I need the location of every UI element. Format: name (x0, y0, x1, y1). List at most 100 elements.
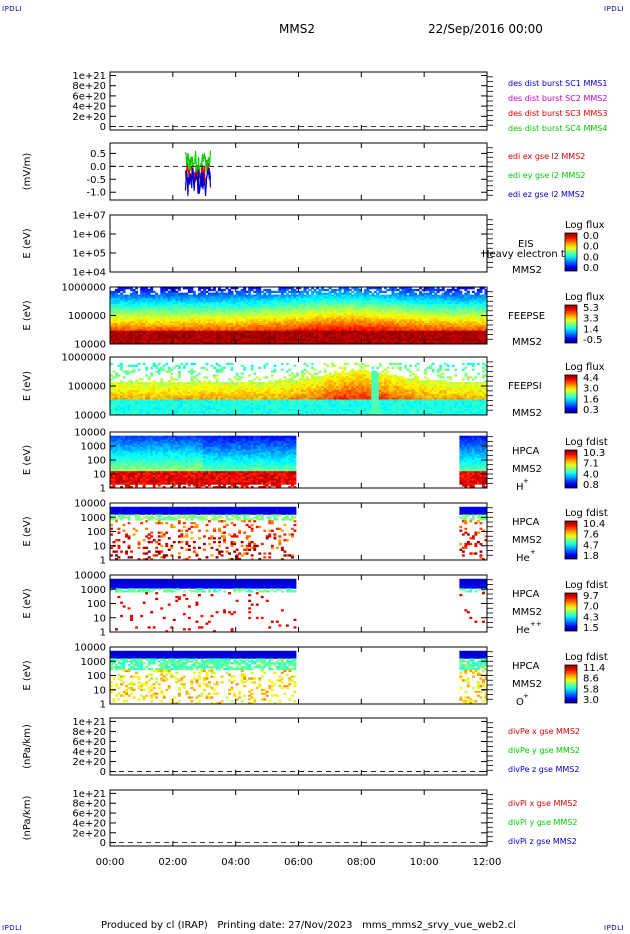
colorbar-tick-label: 1.8 (583, 551, 599, 562)
species-label: He (516, 625, 530, 636)
x-tick-label: 04:00 (221, 857, 250, 868)
colorbar-tick-label: 1.4 (583, 324, 599, 335)
divpi-frame (109, 789, 488, 847)
colorbar-tick-label: 4.7 (583, 540, 599, 551)
legend-entry: divPi x gse MMS2 (508, 799, 577, 808)
colorbar-tick-label: 3.0 (583, 695, 599, 706)
y-tick-label: 1000000 (61, 283, 106, 294)
y-axis-label: (nPa/km) (22, 724, 33, 769)
edi-trace-1 (184, 150, 212, 173)
y-axis-label: E (eV) (22, 300, 33, 330)
colorbar-tick-label: 11.4 (583, 663, 605, 674)
colorbar-tick-label: 0.0 (583, 263, 599, 274)
species-label: He (516, 553, 530, 564)
feepse-spectrogram (110, 287, 488, 345)
y-tick-label: 1e+07 (72, 211, 106, 222)
y-tick-label: 0 (100, 122, 106, 133)
y-tick-label: 6e+20 (72, 737, 106, 748)
panel-eis: 1e+07 1e+06 1e+05 1e+04 E (eV) Heavy electron… (22, 211, 605, 279)
legend-entry: des dist burst SC1 MMS1 (508, 79, 607, 88)
spacecraft-label: MMS2 (512, 607, 542, 618)
corner-label-bottom-right: IPDLI (604, 924, 625, 932)
instrument-label: FEEPSE (508, 311, 545, 322)
y-tick-label: 4e+20 (72, 102, 106, 113)
instrument-label: EIS (518, 239, 534, 250)
x-axis: 00:00 02:00 04:00 06:00 08:00 10:00 12:00 (96, 72, 501, 868)
y-tick-label: 0.0 (90, 162, 106, 173)
colorbar-tick-label: 5.3 (583, 303, 599, 314)
y-axis-label: E (eV) (22, 660, 33, 690)
instrument-label: HPCA (512, 661, 540, 672)
eis-frame (109, 214, 488, 273)
legend-entry: des dist burst SC3 MMS3 (508, 109, 607, 118)
y-tick-label: 6e+20 (72, 809, 106, 820)
colorbar-tick-label: 7.6 (583, 530, 599, 541)
colorbar-title: Log fdist (565, 437, 608, 448)
legend-entry: divPe z gse MMS2 (508, 765, 579, 774)
y-tick-label: 1e+04 (72, 268, 106, 279)
footer-producer: Produced by cl (IRAP) (101, 920, 208, 931)
legend-entry: des dist burst SC4 MMS4 (508, 124, 607, 133)
legend-entry: divPi y gse MMS2 (508, 818, 577, 827)
divpe-frame (109, 717, 488, 776)
x-tick-label: 00:00 (96, 857, 125, 868)
colorbar-tick-label: 4.4 (583, 373, 599, 384)
y-tick-label: 100000 (68, 311, 106, 322)
footer-printing-date: Printing date: 27/Nov/2023 (217, 920, 353, 931)
panel-feepsi: 1000000 100000 10000 E (eV) FEEPSI MMS2 Log fl… (22, 353, 605, 422)
legend-entry: des dist burst SC2 MMS2 (508, 94, 607, 103)
mission-title: MMS2 (279, 22, 315, 36)
y-tick-label: 2e+20 (72, 828, 106, 839)
spacecraft-label: MMS2 (512, 337, 542, 348)
y-tick-label: 4e+20 (72, 747, 106, 758)
y-tick-label: 1000 (81, 585, 106, 596)
colorbar (564, 449, 578, 489)
species-label: O (516, 697, 524, 708)
panel-edi-e: 0.5 0.0 -0.5 -1.0 (mV/m) edi ex gse l2 MMS2 ed… (22, 142, 586, 201)
y-tick-label: 100000 (68, 382, 106, 393)
colorbar (564, 664, 578, 704)
colorbar-tick-label: 0.0 (583, 231, 599, 242)
des-dist-frame (109, 71, 488, 131)
legend-entry: divPe y gse MMS2 (508, 746, 580, 755)
y-tick-label: 0 (100, 838, 106, 849)
y-tick-label: 1e+06 (72, 230, 106, 241)
colorbar-tick-label: 8.6 (583, 674, 599, 685)
hpca-o-spectrogram (110, 650, 488, 705)
y-axis-label: E (eV) (22, 228, 33, 258)
instrument-label: HPCA (512, 517, 540, 528)
y-tick-label: 100 (87, 456, 106, 467)
colorbar (564, 304, 578, 344)
y-tick-label: 10000 (74, 428, 106, 439)
y-tick-label: 10 (93, 685, 106, 696)
colorbar-tick-label: 4.3 (583, 612, 599, 623)
panel-hpca-he: 10000 1000 100 10 1 E (eV) HPCA MMS2 He+ Log fdis… (22, 499, 608, 567)
feepsi-spectrogram (110, 362, 488, 416)
y-tick-label: 1000000 (61, 353, 106, 364)
instrument-label: FEEPSI (508, 381, 542, 392)
hpca-h-spectrogram (110, 435, 488, 489)
y-tick-label: 8e+20 (72, 799, 106, 810)
x-tick-label: 08:00 (347, 857, 376, 868)
colorbar-tick-label: 4.0 (583, 469, 599, 480)
panel-hpca-hepp: 10000 1000 100 10 1 E (eV) HPCA MMS2 He++ Log fdi… (22, 571, 608, 639)
y-tick-label: 1000 (81, 513, 106, 524)
species-charge-label: + (523, 692, 529, 700)
species-charge-label: + (523, 477, 529, 485)
y-axis-label: E (eV) (22, 371, 33, 401)
y-axis-label: (nPa/km) (22, 796, 33, 841)
panel-feepse: 1000000 100000 10000 E (eV) FEEPSE MMS2 Log fl… (22, 283, 605, 351)
y-axis-label: E (eV) (22, 516, 33, 546)
colorbar-tick-label: 7.0 (583, 602, 599, 613)
colorbar (564, 374, 578, 414)
y-tick-label: 10000 (74, 411, 106, 422)
spacecraft-label: MMS2 (512, 535, 542, 546)
y-axis-label: (mV/m) (22, 153, 33, 191)
y-tick-label: 2e+20 (72, 757, 106, 768)
corner-label-top-left: IPDLI (2, 5, 23, 13)
hpca-hepp-spectrogram (110, 578, 488, 633)
edi-trace-2 (184, 167, 212, 196)
y-tick-label: 6e+20 (72, 91, 106, 102)
